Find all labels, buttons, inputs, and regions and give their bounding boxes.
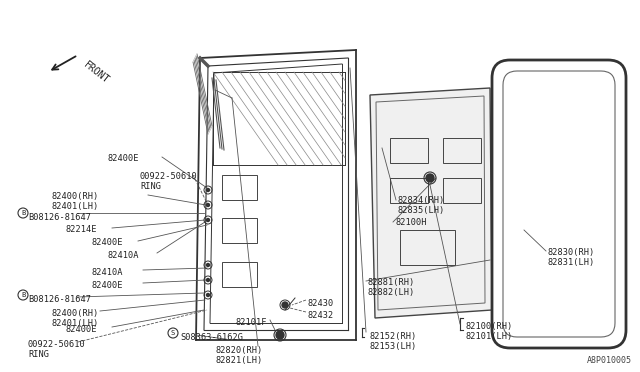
Bar bbox=[222, 175, 257, 200]
Text: 82881(RH)
82882(LH): 82881(RH) 82882(LH) bbox=[368, 278, 415, 297]
Text: 82820(RH)
82821(LH): 82820(RH) 82821(LH) bbox=[216, 346, 263, 365]
Text: A8P010005: A8P010005 bbox=[587, 356, 632, 365]
Text: 82400E: 82400E bbox=[65, 325, 97, 334]
Text: 82152(RH)
82153(LH): 82152(RH) 82153(LH) bbox=[370, 332, 417, 352]
Text: 00922-50610
RING: 00922-50610 RING bbox=[140, 172, 198, 192]
Circle shape bbox=[426, 174, 434, 182]
Circle shape bbox=[18, 290, 28, 300]
Text: 00922-50610
RING: 00922-50610 RING bbox=[28, 340, 86, 359]
Text: 82101F: 82101F bbox=[235, 318, 266, 327]
Text: 82400E: 82400E bbox=[92, 281, 124, 290]
Text: 82400(RH)
82401(LH): 82400(RH) 82401(LH) bbox=[52, 309, 99, 328]
Text: 82432: 82432 bbox=[308, 311, 334, 320]
Text: 82100H: 82100H bbox=[395, 218, 426, 227]
Text: S: S bbox=[171, 330, 175, 336]
Circle shape bbox=[168, 328, 178, 338]
Text: 82830(RH)
82831(LH): 82830(RH) 82831(LH) bbox=[548, 248, 595, 267]
Text: 82410A: 82410A bbox=[92, 268, 124, 277]
Circle shape bbox=[207, 218, 209, 221]
Text: 82400E: 82400E bbox=[108, 154, 140, 163]
Circle shape bbox=[276, 331, 284, 339]
Text: B08126-81647: B08126-81647 bbox=[28, 213, 91, 222]
Text: 82834(RH)
82835(LH): 82834(RH) 82835(LH) bbox=[398, 196, 445, 215]
Text: FRONT: FRONT bbox=[82, 60, 111, 86]
Text: 82400(RH)
82401(LH): 82400(RH) 82401(LH) bbox=[52, 192, 99, 211]
Text: B: B bbox=[21, 292, 25, 298]
Circle shape bbox=[207, 279, 209, 282]
Circle shape bbox=[207, 189, 209, 192]
Bar bbox=[400, 230, 455, 265]
Bar bbox=[390, 178, 428, 203]
Text: 82400E: 82400E bbox=[92, 238, 124, 247]
Bar bbox=[222, 218, 257, 243]
Circle shape bbox=[18, 208, 28, 218]
Text: B08126-81647: B08126-81647 bbox=[28, 295, 91, 304]
Circle shape bbox=[207, 294, 209, 296]
Bar bbox=[390, 138, 428, 163]
Polygon shape bbox=[370, 88, 492, 318]
Text: 82410A: 82410A bbox=[108, 251, 140, 260]
Bar bbox=[443, 178, 481, 203]
Circle shape bbox=[282, 302, 288, 308]
Text: 82214E: 82214E bbox=[65, 225, 97, 234]
Circle shape bbox=[207, 203, 209, 206]
Bar bbox=[443, 138, 481, 163]
Bar bbox=[222, 262, 257, 287]
Circle shape bbox=[207, 263, 209, 266]
Text: 82430: 82430 bbox=[308, 299, 334, 308]
Text: 82100(RH)
82101(LH): 82100(RH) 82101(LH) bbox=[465, 322, 512, 341]
Text: S08363-6162G: S08363-6162G bbox=[180, 333, 243, 342]
Text: B: B bbox=[21, 210, 25, 216]
